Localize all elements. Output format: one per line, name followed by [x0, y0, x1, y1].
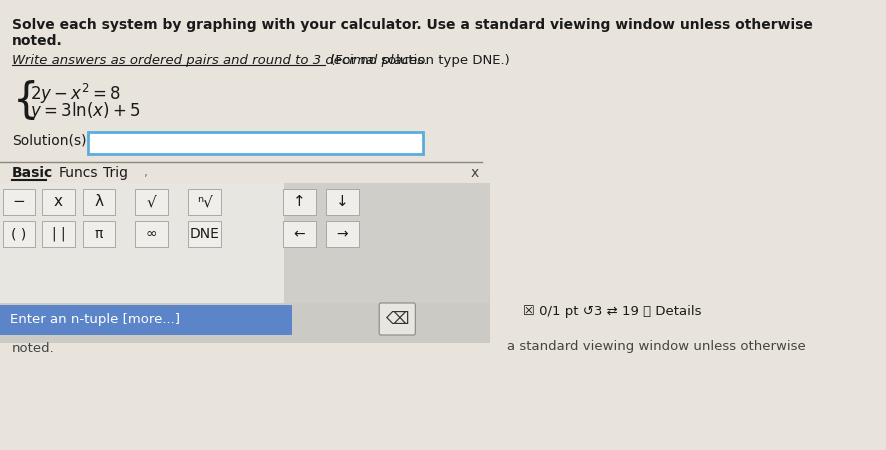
Text: a standard viewing window unless otherwise: a standard viewing window unless otherwi… — [507, 340, 805, 353]
Text: ⌫: ⌫ — [385, 310, 408, 328]
Text: →: → — [336, 227, 347, 241]
Text: Funcs: Funcs — [58, 166, 97, 180]
Text: √: √ — [146, 194, 156, 210]
Text: ,: , — [144, 166, 148, 179]
Text: ⁿ√: ⁿ√ — [197, 194, 213, 210]
FancyBboxPatch shape — [3, 221, 35, 247]
FancyBboxPatch shape — [88, 132, 423, 154]
Text: Write answers as ordered pairs and round to 3 decimal places.: Write answers as ordered pairs and round… — [12, 54, 428, 67]
Text: ↓: ↓ — [336, 194, 348, 210]
Text: π: π — [95, 227, 103, 241]
FancyBboxPatch shape — [188, 189, 221, 215]
Text: ←: ← — [293, 227, 305, 241]
Text: Solve each system by graphing with your calculator. Use a standard viewing windo: Solve each system by graphing with your … — [12, 18, 812, 32]
Text: noted.: noted. — [12, 34, 63, 48]
FancyBboxPatch shape — [82, 189, 115, 215]
Text: (For no solution type DNE.): (For no solution type DNE.) — [325, 54, 509, 67]
FancyBboxPatch shape — [135, 221, 167, 247]
FancyBboxPatch shape — [283, 189, 315, 215]
Text: DNE: DNE — [190, 227, 220, 241]
Text: Enter an n-tuple [more...]: Enter an n-tuple [more...] — [11, 314, 180, 327]
FancyBboxPatch shape — [82, 221, 115, 247]
Text: Basic: Basic — [12, 166, 53, 180]
FancyBboxPatch shape — [188, 221, 221, 247]
FancyBboxPatch shape — [3, 189, 35, 215]
Text: ↑: ↑ — [292, 194, 306, 210]
Text: λ: λ — [94, 194, 104, 210]
FancyBboxPatch shape — [284, 183, 490, 303]
Text: noted.: noted. — [12, 342, 55, 355]
Text: −: − — [12, 194, 26, 210]
Text: Trig: Trig — [103, 166, 128, 180]
FancyBboxPatch shape — [325, 221, 358, 247]
FancyBboxPatch shape — [379, 303, 415, 335]
FancyBboxPatch shape — [0, 183, 284, 303]
Text: $y = 3\ln(x) + 5$: $y = 3\ln(x) + 5$ — [30, 100, 141, 122]
Text: x: x — [470, 166, 478, 180]
FancyBboxPatch shape — [325, 189, 358, 215]
FancyBboxPatch shape — [283, 221, 315, 247]
FancyBboxPatch shape — [135, 189, 167, 215]
Text: Solution(s):: Solution(s): — [12, 134, 91, 148]
FancyBboxPatch shape — [43, 189, 74, 215]
Text: x: x — [54, 194, 63, 210]
FancyBboxPatch shape — [0, 305, 292, 335]
FancyBboxPatch shape — [43, 221, 74, 247]
Text: {: { — [13, 80, 39, 122]
FancyBboxPatch shape — [0, 183, 490, 343]
Text: $2y - x^2 = 8$: $2y - x^2 = 8$ — [30, 82, 121, 106]
Text: ( ): ( ) — [12, 227, 27, 241]
Text: ∞: ∞ — [145, 227, 157, 241]
Text: | |: | | — [51, 227, 66, 241]
Text: ☒ 0/1 pt ↺3 ⇄ 19 ⓘ Details: ☒ 0/1 pt ↺3 ⇄ 19 ⓘ Details — [522, 305, 701, 318]
